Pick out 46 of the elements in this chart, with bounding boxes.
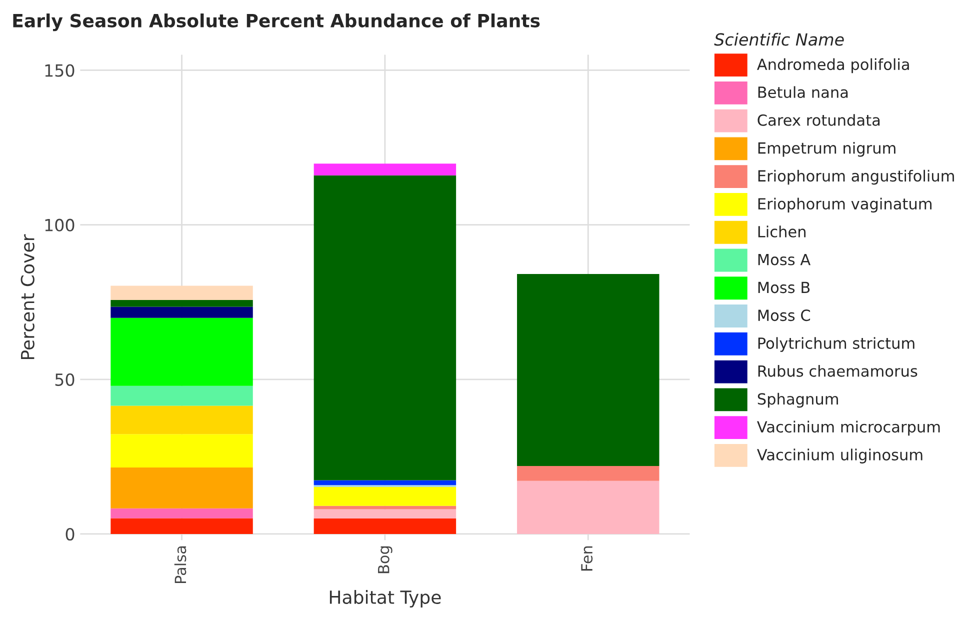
legend-label: Carex rotundata bbox=[758, 114, 880, 126]
legend-label: Rubus chaemamorus bbox=[758, 365, 918, 377]
bar bbox=[314, 480, 456, 486]
bar bbox=[314, 509, 456, 519]
bar bbox=[110, 508, 253, 518]
chart-title: Early Season Absolute Percent Abundance of Plants bbox=[13, 13, 540, 32]
legend-label: Betula nana bbox=[758, 86, 848, 98]
y-tick-label: 0 bbox=[66, 528, 74, 541]
bar bbox=[110, 468, 253, 508]
legend-label: Moss C bbox=[758, 310, 810, 322]
x-tick-label: Palsa bbox=[174, 546, 186, 583]
legend-title: Scientific Name bbox=[714, 32, 844, 46]
legend-label: Vaccinium uliginosum bbox=[756, 448, 922, 464]
bar bbox=[110, 386, 253, 406]
bar bbox=[314, 487, 456, 506]
legend-label: Moss B bbox=[758, 282, 810, 294]
y-tick-label: 100 bbox=[45, 218, 74, 232]
y-axis-title: Percent Cover bbox=[20, 234, 34, 359]
bar bbox=[110, 300, 253, 307]
bar bbox=[110, 518, 253, 534]
x-tick-label: Bog bbox=[378, 546, 392, 574]
legend-label: Andromeda polifolia bbox=[756, 58, 909, 74]
legend-label: Eriophorum angustifolium bbox=[758, 170, 954, 185]
bar bbox=[314, 506, 456, 510]
legend-label: Sphagnum bbox=[758, 392, 838, 408]
bar bbox=[517, 466, 660, 481]
bar bbox=[110, 286, 253, 300]
legend-label: Moss A bbox=[758, 254, 811, 266]
legend-label: Empetrum nigrum bbox=[758, 142, 896, 157]
legend-label: Polytrichum strictum bbox=[758, 337, 914, 352]
x-tick-label: Fen bbox=[581, 546, 593, 571]
legend-label: Lichen bbox=[758, 226, 806, 238]
bar bbox=[314, 518, 456, 534]
x-axis-title: Habitat Type bbox=[330, 590, 441, 608]
bar bbox=[314, 164, 456, 176]
legend-label: Vaccinium microcarpum bbox=[756, 420, 940, 436]
bar bbox=[110, 306, 253, 318]
bar bbox=[314, 175, 456, 480]
bar bbox=[110, 406, 253, 434]
bar bbox=[110, 434, 253, 468]
bar bbox=[517, 480, 660, 534]
legend-label: Eriophorum vaginatum bbox=[758, 198, 932, 213]
y-tick-label: 50 bbox=[55, 373, 74, 386]
bar bbox=[517, 274, 660, 466]
y-tick-label: 150 bbox=[45, 64, 74, 77]
bar bbox=[110, 318, 253, 386]
